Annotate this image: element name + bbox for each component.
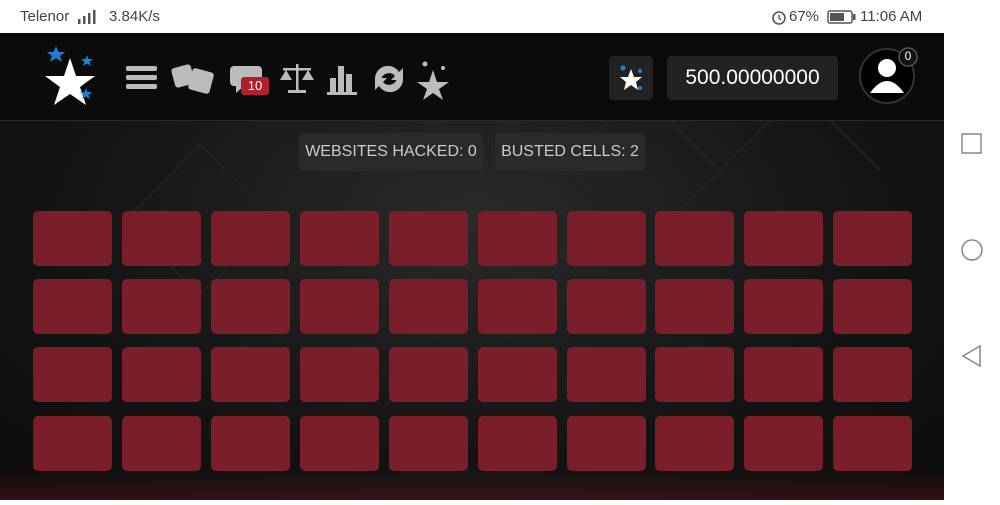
cell[interactable]: [389, 211, 468, 266]
cell[interactable]: [567, 347, 646, 402]
cell[interactable]: [389, 416, 468, 471]
cell[interactable]: [122, 347, 201, 402]
alarm-icon: [772, 11, 786, 25]
cell[interactable]: [744, 211, 823, 266]
cell[interactable]: [389, 279, 468, 334]
cell[interactable]: [744, 279, 823, 334]
cell[interactable]: [655, 416, 734, 471]
cell[interactable]: [655, 347, 734, 402]
back-button[interactable]: [961, 344, 981, 368]
home-button[interactable]: [961, 239, 983, 261]
network-speed: 3.84K/s: [109, 8, 160, 25]
cell[interactable]: [833, 211, 912, 266]
menu-icon[interactable]: [126, 66, 157, 89]
rewards-button[interactable]: [609, 56, 653, 100]
cell[interactable]: [655, 211, 734, 266]
avatar-badge: 0: [904, 49, 912, 63]
header: 10 500.00000000 0: [0, 33, 944, 121]
cell[interactable]: [744, 347, 823, 402]
stars-icon[interactable]: [417, 61, 449, 101]
scales-icon[interactable]: [280, 64, 314, 93]
recents-button[interactable]: [961, 133, 982, 154]
cell[interactable]: [33, 211, 112, 266]
system-nav: [944, 0, 1000, 500]
cell[interactable]: [33, 416, 112, 471]
cell[interactable]: [300, 279, 379, 334]
websites-hacked: WEBSITES HACKED: 0: [299, 133, 483, 171]
cell[interactable]: [33, 279, 112, 334]
busted-cells: BUSTED CELLS: 2: [495, 133, 645, 171]
cell[interactable]: [389, 347, 468, 402]
cell[interactable]: [211, 279, 290, 334]
cell[interactable]: [478, 347, 557, 402]
battery-icon: [827, 10, 856, 24]
cell[interactable]: [833, 347, 912, 402]
carrier: Telenor: [20, 8, 70, 25]
signal-icon: [78, 10, 96, 24]
cell[interactable]: [211, 347, 290, 402]
cell[interactable]: [655, 279, 734, 334]
nav-buttons: [961, 133, 983, 368]
dice-icon[interactable]: [171, 64, 215, 95]
cell[interactable]: [211, 211, 290, 266]
chat-badge: 10: [241, 77, 269, 95]
cell[interactable]: [478, 211, 557, 266]
cell[interactable]: [567, 211, 646, 266]
cell[interactable]: [300, 347, 379, 402]
logo[interactable]: [40, 43, 100, 108]
cell[interactable]: [122, 416, 201, 471]
menu-icons: [126, 61, 449, 101]
cell[interactable]: [33, 347, 112, 402]
cell[interactable]: [122, 211, 201, 266]
stats-icon[interactable]: [327, 66, 357, 95]
avatar[interactable]: [857, 47, 921, 107]
cell[interactable]: [478, 416, 557, 471]
balance[interactable]: 500.00000000: [667, 56, 838, 100]
clock: 11:06 AM: [860, 8, 923, 25]
battery-level: 67%: [789, 8, 820, 25]
cell[interactable]: [833, 416, 912, 471]
cell[interactable]: [211, 416, 290, 471]
cell[interactable]: [478, 279, 557, 334]
cell[interactable]: [744, 416, 823, 471]
cell[interactable]: [833, 279, 912, 334]
status-bar: Telenor 3.84K/s 67% 11:06 AM: [0, 0, 944, 33]
cell[interactable]: [300, 416, 379, 471]
cell[interactable]: [122, 279, 201, 334]
cell[interactable]: [567, 416, 646, 471]
cell[interactable]: [300, 211, 379, 266]
refresh-icon[interactable]: [375, 65, 403, 93]
game-area: 10 500.00000000 0 WEBSITES HACKED: 0 BUS…: [0, 33, 944, 500]
cell[interactable]: [567, 279, 646, 334]
